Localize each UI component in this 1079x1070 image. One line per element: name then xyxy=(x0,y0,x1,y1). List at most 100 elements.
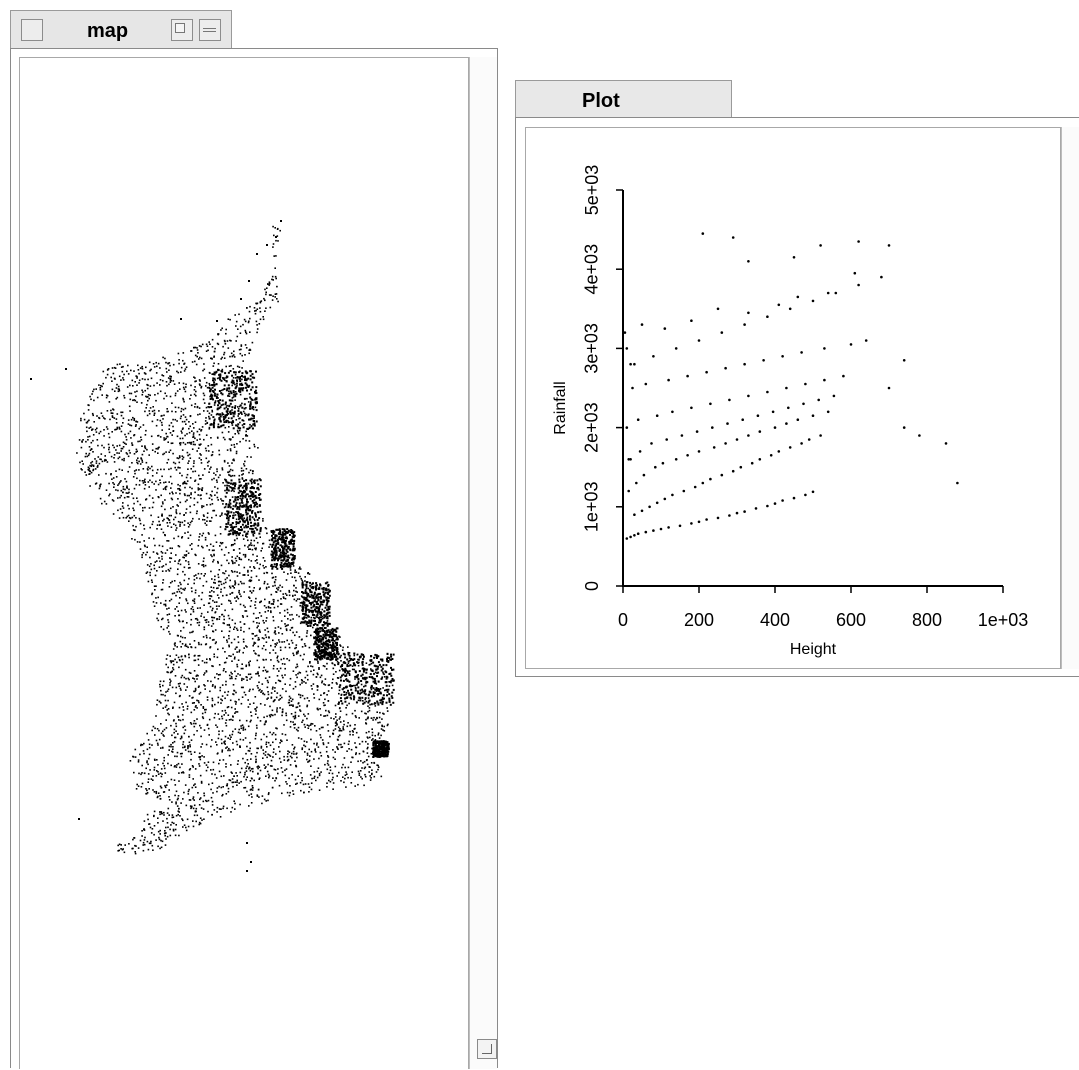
scatter-point xyxy=(736,512,739,515)
plot-scrollbar[interactable] xyxy=(1061,127,1079,669)
scatter-point xyxy=(724,367,727,370)
x-tick-label: 800 xyxy=(912,610,942,630)
scatter-point xyxy=(772,411,775,414)
scatter-point xyxy=(624,331,627,334)
scatter-point xyxy=(835,292,838,295)
resize-grip-icon[interactable] xyxy=(477,1039,497,1059)
scatter-point xyxy=(785,422,788,425)
scatter-point xyxy=(743,510,746,513)
scatter-point xyxy=(833,395,836,398)
x-tick-label: 200 xyxy=(684,610,714,630)
scatter-point xyxy=(802,403,805,406)
map-scrollbar[interactable] xyxy=(469,57,497,1069)
zoom-box-icon[interactable] xyxy=(171,19,193,41)
scatter-point xyxy=(778,450,781,453)
scatter-point xyxy=(903,426,906,429)
scatter-point xyxy=(804,494,807,497)
scatter-point xyxy=(743,363,746,366)
scatter-point xyxy=(793,256,796,259)
scatter-point xyxy=(686,454,689,457)
scatter-point xyxy=(812,300,815,303)
scatter-point xyxy=(633,363,636,366)
scatter-point xyxy=(696,430,699,433)
scatter-point xyxy=(645,383,648,386)
scatter-point xyxy=(740,466,743,469)
scatter-point xyxy=(751,462,754,465)
scatter-point xyxy=(686,375,689,378)
collapse-box-icon[interactable] xyxy=(199,19,221,41)
scatter-point xyxy=(759,430,762,433)
map-window-title: map xyxy=(87,20,128,43)
scatter-point xyxy=(766,505,769,508)
scatter-point xyxy=(850,343,853,346)
scatter-point xyxy=(797,296,800,299)
map-canvas[interactable] xyxy=(19,57,469,1069)
scatter-point xyxy=(747,260,750,263)
scatter-point xyxy=(781,499,784,502)
scatter-point xyxy=(627,490,630,493)
scatter-point xyxy=(717,517,720,520)
scatter-point xyxy=(797,418,800,421)
y-tick-label: 1e+03 xyxy=(582,482,602,533)
scatter-point xyxy=(637,532,640,535)
scatter-point xyxy=(757,414,760,417)
scatter-point xyxy=(626,426,629,429)
scatter-point xyxy=(667,379,670,382)
scatter-point xyxy=(827,292,830,295)
scatter-point xyxy=(698,521,701,524)
scatter-point xyxy=(698,450,701,453)
close-box-icon[interactable] xyxy=(21,19,43,41)
scatter-point xyxy=(702,482,705,485)
scatter-point xyxy=(888,244,891,247)
scatter-point xyxy=(755,507,758,510)
scatter-point xyxy=(880,276,883,279)
scatter-point xyxy=(626,537,629,540)
scatter-point xyxy=(728,399,731,402)
scatter-point xyxy=(808,438,811,441)
scatter-point xyxy=(819,434,822,437)
y-tick-label: 5e+03 xyxy=(582,165,602,216)
scatter-point xyxy=(785,387,788,390)
scatter-point xyxy=(671,411,674,414)
y-axis-label: Rainfall xyxy=(552,381,569,434)
plot-window-tab[interactable]: Plot xyxy=(515,80,732,119)
x-tick-label: 600 xyxy=(836,610,866,630)
x-tick-label: 400 xyxy=(760,610,790,630)
scatter-point xyxy=(741,418,744,421)
scatter-point xyxy=(675,458,678,461)
scatter-point xyxy=(774,502,777,505)
scatter-point xyxy=(770,454,773,457)
britain-point-map xyxy=(20,58,470,1070)
map-window-tab[interactable]: map xyxy=(10,10,232,50)
x-tick-label: 1e+03 xyxy=(978,610,1029,630)
scatter-point xyxy=(747,312,750,315)
scatter-point xyxy=(633,534,636,537)
y-tick-label: 4e+03 xyxy=(582,244,602,295)
scatter-point xyxy=(679,525,682,528)
scatter-point xyxy=(690,407,693,410)
scatter-point xyxy=(631,387,634,390)
scatter-point xyxy=(675,347,678,350)
scatter-point xyxy=(717,308,720,311)
scatter-point xyxy=(787,407,790,410)
scatter-point xyxy=(637,418,640,421)
scatter-point xyxy=(747,395,750,398)
scatter-point xyxy=(650,442,653,445)
scatter-point xyxy=(888,387,891,390)
scatter-point xyxy=(823,347,826,350)
scatter-point xyxy=(694,486,697,489)
scatter-point xyxy=(705,518,708,521)
map-points xyxy=(30,220,395,872)
scatter-point xyxy=(781,355,784,358)
scatter-point xyxy=(854,272,857,275)
scatter-point xyxy=(774,426,777,429)
scatter-point xyxy=(766,391,769,394)
scatter-point xyxy=(683,490,686,493)
scatter-point xyxy=(709,403,712,406)
scatter-point xyxy=(817,399,820,402)
scatter-point xyxy=(743,323,746,326)
scatter-point xyxy=(724,442,727,445)
scatter-point xyxy=(804,383,807,386)
